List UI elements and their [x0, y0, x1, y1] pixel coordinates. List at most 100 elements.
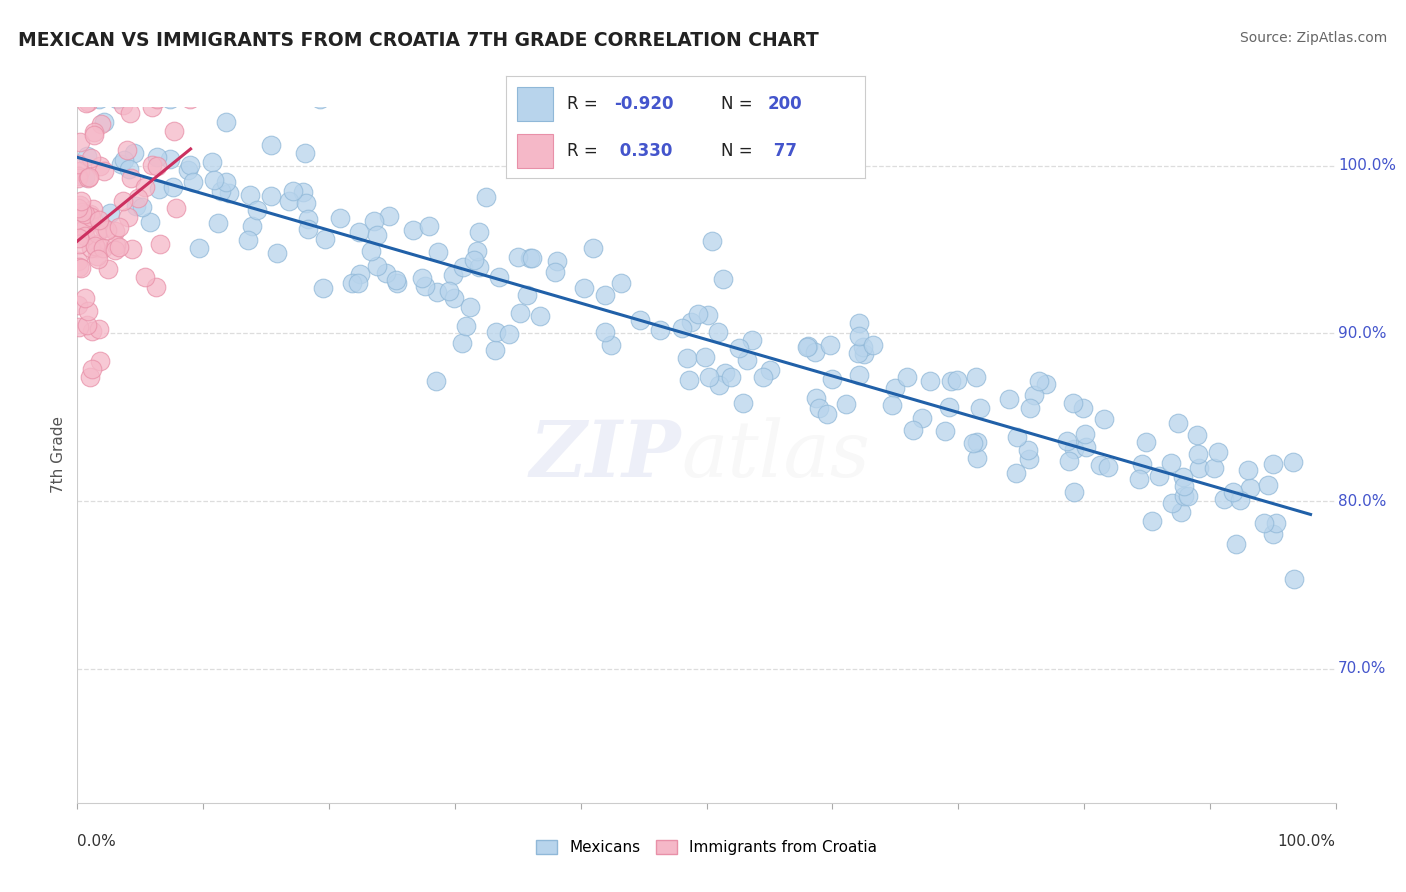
Point: [1140, 514, 1163, 528]
Point: [846, 346, 869, 360]
Bar: [517, 135, 553, 168]
Text: 200: 200: [768, 95, 803, 113]
Point: [118, 161, 141, 176]
Point: [97, 261, 120, 276]
Point: [918, 374, 941, 388]
Point: [797, 339, 820, 353]
Point: [121, 242, 143, 256]
Point: [162, 180, 184, 194]
Point: [159, 92, 181, 106]
Point: [134, 270, 156, 285]
Point: [413, 279, 436, 293]
Point: [73, 291, 96, 305]
Point: [678, 373, 700, 387]
Text: -0.920: -0.920: [613, 95, 673, 113]
Y-axis label: 7th Grade: 7th Grade: [51, 417, 66, 493]
Point: [108, 219, 131, 234]
Point: [599, 337, 621, 351]
Point: [1092, 412, 1115, 426]
Point: [69, 198, 91, 212]
Point: [159, 152, 181, 166]
Point: [520, 252, 543, 266]
Point: [1171, 470, 1194, 484]
Text: R =: R =: [567, 95, 603, 113]
Point: [1264, 516, 1286, 530]
Point: [105, 92, 128, 106]
Point: [260, 137, 283, 152]
Point: [488, 269, 510, 284]
Point: [125, 199, 148, 213]
Point: [87, 213, 110, 227]
Point: [93, 115, 115, 129]
Point: [77, 171, 100, 186]
Point: [1074, 427, 1097, 442]
Point: [86, 226, 108, 240]
Point: [852, 340, 875, 354]
Point: [1261, 457, 1284, 471]
Point: [709, 378, 731, 392]
Point: [498, 327, 520, 342]
Text: atlas: atlas: [682, 417, 870, 493]
Point: [1177, 489, 1199, 503]
Point: [969, 401, 991, 415]
Point: [89, 160, 111, 174]
Point: [468, 260, 491, 274]
Point: [87, 252, 110, 267]
Point: [1076, 440, 1098, 454]
Legend: Mexicans, Immigrants from Croatia: Mexicans, Immigrants from Croatia: [530, 833, 883, 862]
Point: [112, 98, 135, 112]
Point: [110, 156, 132, 170]
Point: [439, 284, 461, 298]
Point: [735, 353, 758, 368]
Point: [544, 265, 567, 279]
Point: [903, 423, 925, 437]
Point: [93, 241, 115, 255]
Point: [796, 339, 818, 353]
Point: [118, 106, 141, 120]
Point: [946, 373, 969, 387]
Point: [572, 281, 595, 295]
Point: [468, 225, 491, 239]
Point: [1088, 458, 1111, 472]
Point: [366, 259, 388, 273]
Point: [67, 320, 90, 334]
Text: 0.330: 0.330: [613, 142, 672, 161]
Point: [529, 310, 551, 324]
Point: [239, 187, 262, 202]
Point: [93, 221, 115, 235]
Point: [104, 223, 127, 237]
Point: [73, 207, 96, 221]
Point: [117, 143, 139, 157]
Point: [117, 211, 139, 225]
Point: [181, 175, 204, 189]
Point: [349, 225, 371, 239]
Point: [1173, 490, 1195, 504]
Point: [80, 241, 103, 255]
Point: [441, 268, 464, 283]
Point: [215, 175, 238, 189]
Point: [236, 233, 259, 247]
Point: [1028, 375, 1050, 389]
Point: [70, 194, 93, 209]
Point: [509, 305, 531, 319]
Point: [1019, 401, 1042, 415]
Text: ZIP: ZIP: [530, 417, 682, 493]
Point: [962, 436, 984, 450]
Point: [711, 272, 734, 286]
Text: 80.0%: 80.0%: [1339, 493, 1386, 508]
Point: [1263, 527, 1285, 541]
Point: [998, 392, 1021, 406]
Point: [80, 324, 103, 338]
Point: [145, 280, 167, 294]
Point: [67, 260, 90, 275]
Point: [360, 244, 382, 258]
Point: [1005, 430, 1028, 444]
Point: [1282, 455, 1305, 469]
Point: [98, 206, 121, 220]
Point: [485, 325, 508, 339]
Point: [260, 189, 283, 203]
Point: [681, 315, 703, 329]
Point: [751, 369, 773, 384]
Point: [896, 370, 918, 384]
Point: [818, 338, 841, 352]
